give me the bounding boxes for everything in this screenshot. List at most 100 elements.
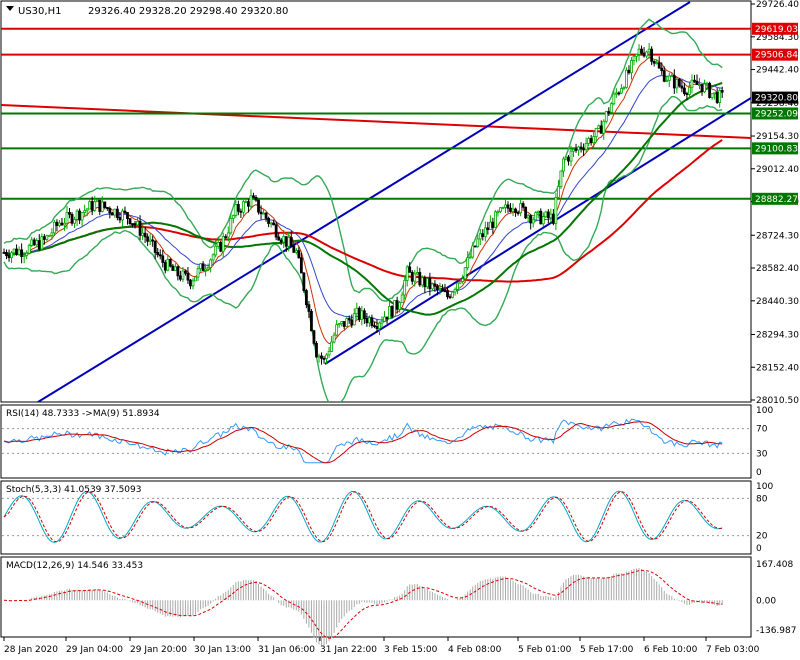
candle-body	[282, 236, 286, 243]
candle-body	[436, 285, 439, 291]
candle-body	[88, 201, 92, 210]
level-price-box	[752, 48, 798, 61]
candle-body	[25, 252, 29, 256]
candle-body	[612, 93, 616, 105]
candle-body	[466, 257, 470, 269]
candle-body	[410, 271, 414, 282]
macd-panel[interactable]: 167.408 0.00 -136.987 MACD(12,26,9) 14.546…	[0, 556, 796, 646]
candle-body	[259, 211, 263, 215]
time-tick-label: 29 Jan 04:00	[66, 645, 123, 655]
rsi-panel[interactable]: 100 70 30 0 RSI(14) 48.7333 ->MA(9) 51.8934	[0, 404, 773, 479]
candle-body	[118, 217, 122, 221]
candle-body	[451, 291, 454, 298]
candle-body	[380, 320, 384, 324]
level-price-label: 29619.03	[755, 25, 798, 35]
candle-body	[365, 318, 369, 324]
candle-body	[496, 211, 500, 213]
candle-body	[405, 266, 409, 281]
stoch-k-line	[3, 490, 723, 543]
candle-body	[103, 201, 107, 208]
candle-body	[138, 221, 142, 236]
candle-body	[481, 233, 485, 237]
candle-body	[241, 201, 245, 213]
level-price-label: 29252.09	[755, 109, 798, 119]
candle-body	[420, 277, 424, 286]
candle-body	[670, 75, 674, 78]
candle-body	[262, 212, 265, 215]
candle-body	[425, 278, 429, 288]
candle-body	[463, 267, 467, 280]
candle-body	[375, 326, 379, 329]
candle-body	[133, 223, 137, 226]
candle-body	[413, 273, 417, 282]
candle-body	[269, 222, 273, 225]
candle-body	[675, 79, 679, 89]
candle-body	[60, 222, 64, 226]
dropdown-triangle-icon[interactable]	[6, 6, 14, 11]
candle-body	[604, 111, 608, 122]
candle-body	[315, 342, 318, 358]
indicator-tick-label: 80	[756, 494, 768, 504]
candle-body	[209, 259, 213, 268]
candle-body	[529, 215, 533, 224]
candle-body	[423, 277, 427, 288]
candle-body	[151, 239, 155, 242]
candle-body	[458, 281, 462, 284]
candle-body	[710, 93, 714, 98]
candle-body	[40, 236, 44, 250]
ohlc-label: 29326.40 29328.20 29298.40 29320.80	[88, 6, 288, 17]
candle-body	[289, 237, 293, 247]
candle-body	[342, 321, 346, 327]
chart-header: US30,H1 29326.40 29328.20 29298.40 29320…	[6, 6, 288, 17]
candle-body	[393, 300, 397, 317]
candle-body	[652, 60, 656, 64]
price-tick-label: 28582.40	[756, 264, 799, 274]
price-tick-label: 28440.30	[756, 297, 799, 307]
candle-body	[231, 215, 235, 219]
candle-body	[594, 127, 598, 138]
candle-body	[244, 201, 248, 204]
candle-body	[161, 255, 165, 263]
main-price-panel[interactable]: US30,H1 29326.40 29328.20 29298.40 29320…	[0, 0, 752, 407]
ma-mid-line	[3, 82, 723, 316]
bollinger-lower	[3, 95, 723, 402]
candle-body	[531, 219, 535, 224]
stochastic-panel[interactable]: 100 80 20 0 Stoch(5,3,3) 41.0539 37.5093	[0, 480, 773, 555]
candle-body	[110, 212, 114, 216]
candle-body	[632, 55, 636, 61]
candle-body	[75, 210, 79, 220]
candle-body	[357, 307, 361, 320]
candle-body	[587, 138, 591, 144]
candle-body	[370, 317, 374, 326]
candle-body	[408, 266, 412, 273]
candle-body	[428, 278, 432, 290]
time-tick-label: 29 Jan 20:00	[130, 645, 187, 655]
candle-body	[655, 62, 659, 65]
time-tick-label: 31 Jan 06:00	[258, 645, 315, 655]
candle-body	[206, 266, 210, 270]
price-tick-label: 28152.40	[756, 363, 799, 373]
candle-body	[592, 136, 596, 144]
candle-body	[2, 252, 6, 254]
candle-body	[345, 318, 349, 327]
candle-body	[317, 355, 321, 358]
candle-body	[191, 280, 195, 287]
candle-body	[304, 290, 308, 306]
candle-body	[438, 288, 442, 291]
candle-body	[249, 195, 253, 207]
candle-body	[7, 255, 11, 259]
candle-body	[597, 125, 601, 129]
candle-body	[705, 82, 709, 85]
candle-body	[718, 89, 722, 103]
candle-body	[204, 268, 208, 271]
candle-body	[456, 282, 460, 290]
candle-body	[181, 270, 185, 280]
candle-body	[156, 252, 160, 256]
candle-body	[506, 204, 510, 209]
candle-body	[332, 334, 336, 343]
candle-body	[65, 212, 69, 224]
candle-body	[415, 272, 419, 275]
level-price-label: 28882.27	[755, 195, 798, 205]
indicator-tick-label: 70	[756, 425, 768, 435]
